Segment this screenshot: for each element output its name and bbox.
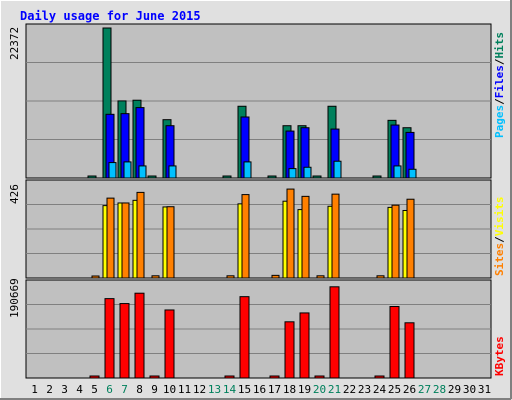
visits-panel-max-label: 426 [8,184,21,204]
x-tick-label-18: 18 [283,383,296,396]
x-tick-label-24: 24 [373,383,387,396]
sites-bar-day-25 [391,204,400,279]
pages-bar-day-26 [408,168,417,179]
x-tick-label-14: 14 [223,383,237,396]
legend-sep-3: / [493,236,506,243]
legend-hits: Hits [493,32,506,59]
x-tick-label-7: 7 [121,383,128,396]
kbytes-bar-day-10 [164,309,175,379]
x-tick-label-23: 23 [358,383,371,396]
sites-bar-day-20 [316,275,325,279]
kbytes-bar-day-5 [89,375,100,379]
pages-bar-day-15 [243,161,252,179]
x-tick-label-8: 8 [136,383,143,396]
x-tick-label-5: 5 [91,383,98,396]
pages-bar-day-25 [393,165,402,179]
x-tick-label-20: 20 [313,383,326,396]
hits-panel-max-label: 22372 [8,27,21,60]
chart-title: Daily usage for June 2015 [20,9,201,23]
sites-bar-day-24 [376,275,385,279]
legend-sep-1: / [493,98,506,105]
sites-bar-day-7 [121,202,130,279]
kbytes-bar-day-25 [389,306,400,379]
hits-bar-day-14 [222,175,232,179]
hits-bar-day-17 [267,175,277,179]
pages-bar-day-6 [108,162,117,179]
kbytes-bar-day-24 [374,375,385,379]
pages-bar-day-18 [288,168,297,179]
x-tick-label-2: 2 [46,383,53,396]
x-tick-label-4: 4 [76,383,83,396]
x-tick-label-22: 22 [343,383,356,396]
sites-bar-day-14 [226,275,235,279]
x-tick-label-9: 9 [151,383,158,396]
svg-text:Sites/Visits: Sites/Visits [493,197,506,277]
hits-bar-day-24 [372,175,382,179]
x-tick-label-27: 27 [418,383,431,396]
legend-sep-2: / [493,58,506,65]
sites-bar-day-21 [331,193,340,279]
x-tick-label-26: 26 [403,383,416,396]
legend-pages: Pages [493,105,506,138]
x-tick-label-6: 6 [106,383,113,396]
x-tick-label-29: 29 [448,383,461,396]
x-tick-label-30: 30 [463,383,476,396]
sites-bar-day-18 [286,188,295,279]
legend-visits: Visits [493,197,506,237]
x-tick-label-12: 12 [193,383,206,396]
sites-bar-day-17 [271,274,280,279]
x-tick-label-11: 11 [178,383,191,396]
sites-bar-day-26 [406,198,415,279]
x-tick-label-19: 19 [298,383,311,396]
legend-kbytes: KBytes [493,336,506,376]
kbytes-bar-day-15 [239,296,250,379]
x-tick-label-25: 25 [388,383,401,396]
svg-text:Pages/Files/Hits: Pages/Files/Hits [493,32,506,138]
x-tick-label-10: 10 [163,383,176,396]
sites-bar-day-15 [241,194,250,279]
hits-bar-day-20 [312,175,322,179]
sites-bar-day-19 [301,195,310,279]
legend-sites: Sites [493,243,506,276]
pages-bar-day-7 [123,161,132,179]
sites-bar-day-8 [136,191,145,279]
sites-bar-day-9 [151,275,160,279]
kbytes-bar-day-9 [149,375,160,379]
x-tick-label-21: 21 [328,383,341,396]
x-tick-label-3: 3 [61,383,68,396]
kbytes-bar-day-7 [119,303,130,379]
pages-bar-day-8 [138,165,147,179]
x-tick-label-28: 28 [433,383,446,396]
kbytes-panel-max-label: 190669 [8,278,21,318]
x-tick-label-15: 15 [238,383,251,396]
x-tick-label-31: 31 [478,383,491,396]
kbytes-bar-day-8 [134,292,145,379]
legend-files: Files [493,65,506,98]
sites-bar-day-10 [166,206,175,279]
hits-bar-day-9 [147,175,157,179]
hits-bar-day-5 [87,175,97,179]
x-tick-label-16: 16 [253,383,266,396]
kbytes-bar-day-19 [299,312,310,379]
kbytes-bar-day-17 [269,375,280,379]
kbytes-bar-day-6 [104,298,115,379]
pages-bar-day-10 [168,165,177,179]
kbytes-bar-day-26 [404,322,415,379]
sites-bar-day-5 [91,275,100,279]
kbytes-bar-day-20 [314,375,325,379]
pages-bar-day-21 [333,160,342,179]
kbytes-bar-day-14 [224,375,235,379]
x-tick-label-17: 17 [268,383,281,396]
x-tick-label-13: 13 [208,383,221,396]
kbytes-bar-day-21 [329,286,340,379]
sites-bar-day-6 [106,197,115,279]
pages-bar-day-19 [303,166,312,179]
x-tick-label-1: 1 [31,383,38,396]
kbytes-bar-day-18 [284,321,295,379]
